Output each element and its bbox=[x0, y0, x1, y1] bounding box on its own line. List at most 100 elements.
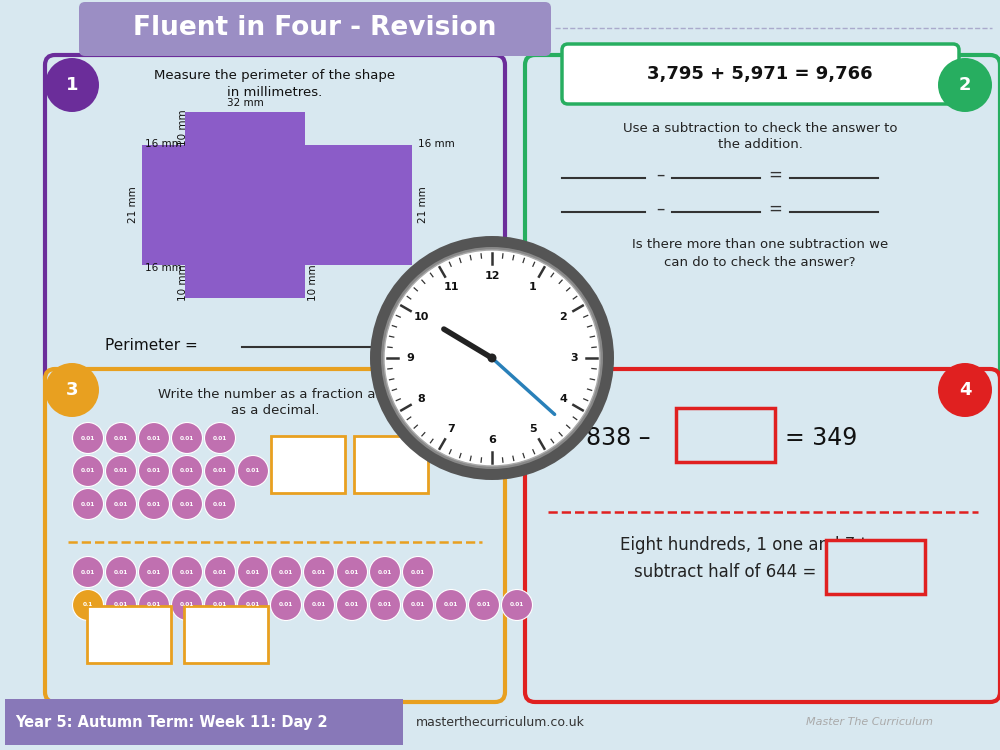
Circle shape bbox=[45, 363, 99, 417]
Text: 0.01: 0.01 bbox=[213, 436, 227, 440]
Circle shape bbox=[172, 556, 202, 587]
Text: 0.01: 0.01 bbox=[312, 569, 326, 574]
Text: 0.01: 0.01 bbox=[345, 569, 359, 574]
FancyBboxPatch shape bbox=[826, 540, 925, 594]
Text: 3: 3 bbox=[570, 353, 578, 363]
Text: 0.01: 0.01 bbox=[246, 569, 260, 574]
Text: 0.01: 0.01 bbox=[378, 602, 392, 608]
Text: 0.01: 0.01 bbox=[147, 436, 161, 440]
Text: 4: 4 bbox=[559, 394, 567, 404]
Circle shape bbox=[370, 556, 400, 587]
Text: 0.01: 0.01 bbox=[81, 436, 95, 440]
Text: 0.01: 0.01 bbox=[279, 569, 293, 574]
Text: 21 mm: 21 mm bbox=[128, 187, 138, 224]
Text: 0.01: 0.01 bbox=[444, 602, 458, 608]
Circle shape bbox=[374, 240, 610, 476]
Text: 3,795 + 5,971 = 9,766: 3,795 + 5,971 = 9,766 bbox=[647, 65, 873, 83]
Text: 5: 5 bbox=[529, 424, 537, 434]
Text: 21 mm: 21 mm bbox=[418, 187, 428, 224]
Text: 0.01: 0.01 bbox=[411, 602, 425, 608]
FancyBboxPatch shape bbox=[354, 436, 428, 493]
Circle shape bbox=[370, 590, 400, 620]
Polygon shape bbox=[185, 112, 305, 145]
Text: 0.01: 0.01 bbox=[114, 502, 128, 506]
Text: 0.01: 0.01 bbox=[213, 569, 227, 574]
Circle shape bbox=[304, 590, 334, 620]
Text: 1: 1 bbox=[66, 76, 78, 94]
Text: 0.01: 0.01 bbox=[246, 469, 260, 473]
Circle shape bbox=[403, 556, 434, 587]
Text: 32 mm: 32 mm bbox=[227, 98, 263, 108]
Circle shape bbox=[72, 590, 104, 620]
Circle shape bbox=[436, 590, 467, 620]
FancyBboxPatch shape bbox=[562, 44, 959, 104]
Text: Master The Curriculum: Master The Curriculum bbox=[806, 717, 933, 727]
FancyBboxPatch shape bbox=[79, 2, 551, 56]
FancyBboxPatch shape bbox=[184, 606, 268, 663]
FancyBboxPatch shape bbox=[5, 699, 403, 745]
Text: 0.01: 0.01 bbox=[81, 469, 95, 473]
Text: 0.01: 0.01 bbox=[114, 602, 128, 608]
Circle shape bbox=[468, 590, 500, 620]
Circle shape bbox=[336, 590, 368, 620]
Circle shape bbox=[138, 455, 170, 487]
Text: 0.01: 0.01 bbox=[213, 502, 227, 506]
Text: Use a subtraction to check the answer to: Use a subtraction to check the answer to bbox=[623, 122, 897, 134]
Circle shape bbox=[238, 455, 268, 487]
Text: 0.01: 0.01 bbox=[180, 436, 194, 440]
Circle shape bbox=[72, 488, 104, 520]
Text: Is there more than one subtraction we: Is there more than one subtraction we bbox=[632, 238, 888, 251]
Circle shape bbox=[938, 58, 992, 112]
Text: Fluent in Four - Revision: Fluent in Four - Revision bbox=[133, 15, 497, 41]
Text: 10 mm: 10 mm bbox=[308, 265, 318, 302]
Text: 0.01: 0.01 bbox=[312, 602, 326, 608]
Text: 16 mm: 16 mm bbox=[418, 139, 455, 149]
Circle shape bbox=[205, 422, 236, 454]
Text: Year 5: Autumn Term: Week 11: Day 2: Year 5: Autumn Term: Week 11: Day 2 bbox=[15, 715, 328, 730]
Circle shape bbox=[205, 590, 236, 620]
Text: 0.01: 0.01 bbox=[411, 569, 425, 574]
Text: 2: 2 bbox=[959, 76, 971, 94]
Circle shape bbox=[138, 590, 170, 620]
Text: 1: 1 bbox=[529, 282, 537, 292]
Text: 0.01: 0.01 bbox=[147, 502, 161, 506]
FancyBboxPatch shape bbox=[45, 55, 505, 388]
Text: 8: 8 bbox=[417, 394, 425, 404]
Circle shape bbox=[138, 422, 170, 454]
Circle shape bbox=[384, 250, 600, 466]
Circle shape bbox=[270, 556, 302, 587]
Text: 0.01: 0.01 bbox=[477, 602, 491, 608]
Text: = 349: = 349 bbox=[785, 426, 857, 450]
Text: 0.01: 0.01 bbox=[180, 602, 194, 608]
Text: the addition.: the addition. bbox=[718, 139, 802, 152]
Polygon shape bbox=[142, 145, 412, 265]
Text: 0.01: 0.01 bbox=[147, 602, 161, 608]
Circle shape bbox=[205, 488, 236, 520]
Text: Write the number as a fraction and: Write the number as a fraction and bbox=[158, 388, 392, 400]
Circle shape bbox=[72, 556, 104, 587]
FancyBboxPatch shape bbox=[45, 369, 505, 702]
Text: 0.01: 0.01 bbox=[147, 469, 161, 473]
Circle shape bbox=[172, 590, 202, 620]
Circle shape bbox=[205, 455, 236, 487]
Text: 0.01: 0.01 bbox=[114, 469, 128, 473]
Circle shape bbox=[138, 556, 170, 587]
Circle shape bbox=[138, 488, 170, 520]
Text: 10 mm: 10 mm bbox=[178, 265, 188, 302]
Circle shape bbox=[270, 590, 302, 620]
Text: 2: 2 bbox=[559, 312, 567, 322]
Text: 838 –: 838 – bbox=[586, 426, 650, 450]
Circle shape bbox=[488, 353, 496, 362]
FancyBboxPatch shape bbox=[525, 55, 1000, 388]
FancyBboxPatch shape bbox=[676, 408, 775, 462]
Text: can do to check the answer?: can do to check the answer? bbox=[664, 256, 856, 268]
Circle shape bbox=[72, 422, 104, 454]
Circle shape bbox=[502, 590, 532, 620]
FancyBboxPatch shape bbox=[271, 436, 345, 493]
Circle shape bbox=[304, 556, 334, 587]
Text: 0.01: 0.01 bbox=[147, 569, 161, 574]
Circle shape bbox=[238, 590, 268, 620]
Text: =: = bbox=[768, 200, 782, 218]
Text: as a decimal.: as a decimal. bbox=[231, 404, 319, 418]
Text: 3: 3 bbox=[66, 381, 78, 399]
